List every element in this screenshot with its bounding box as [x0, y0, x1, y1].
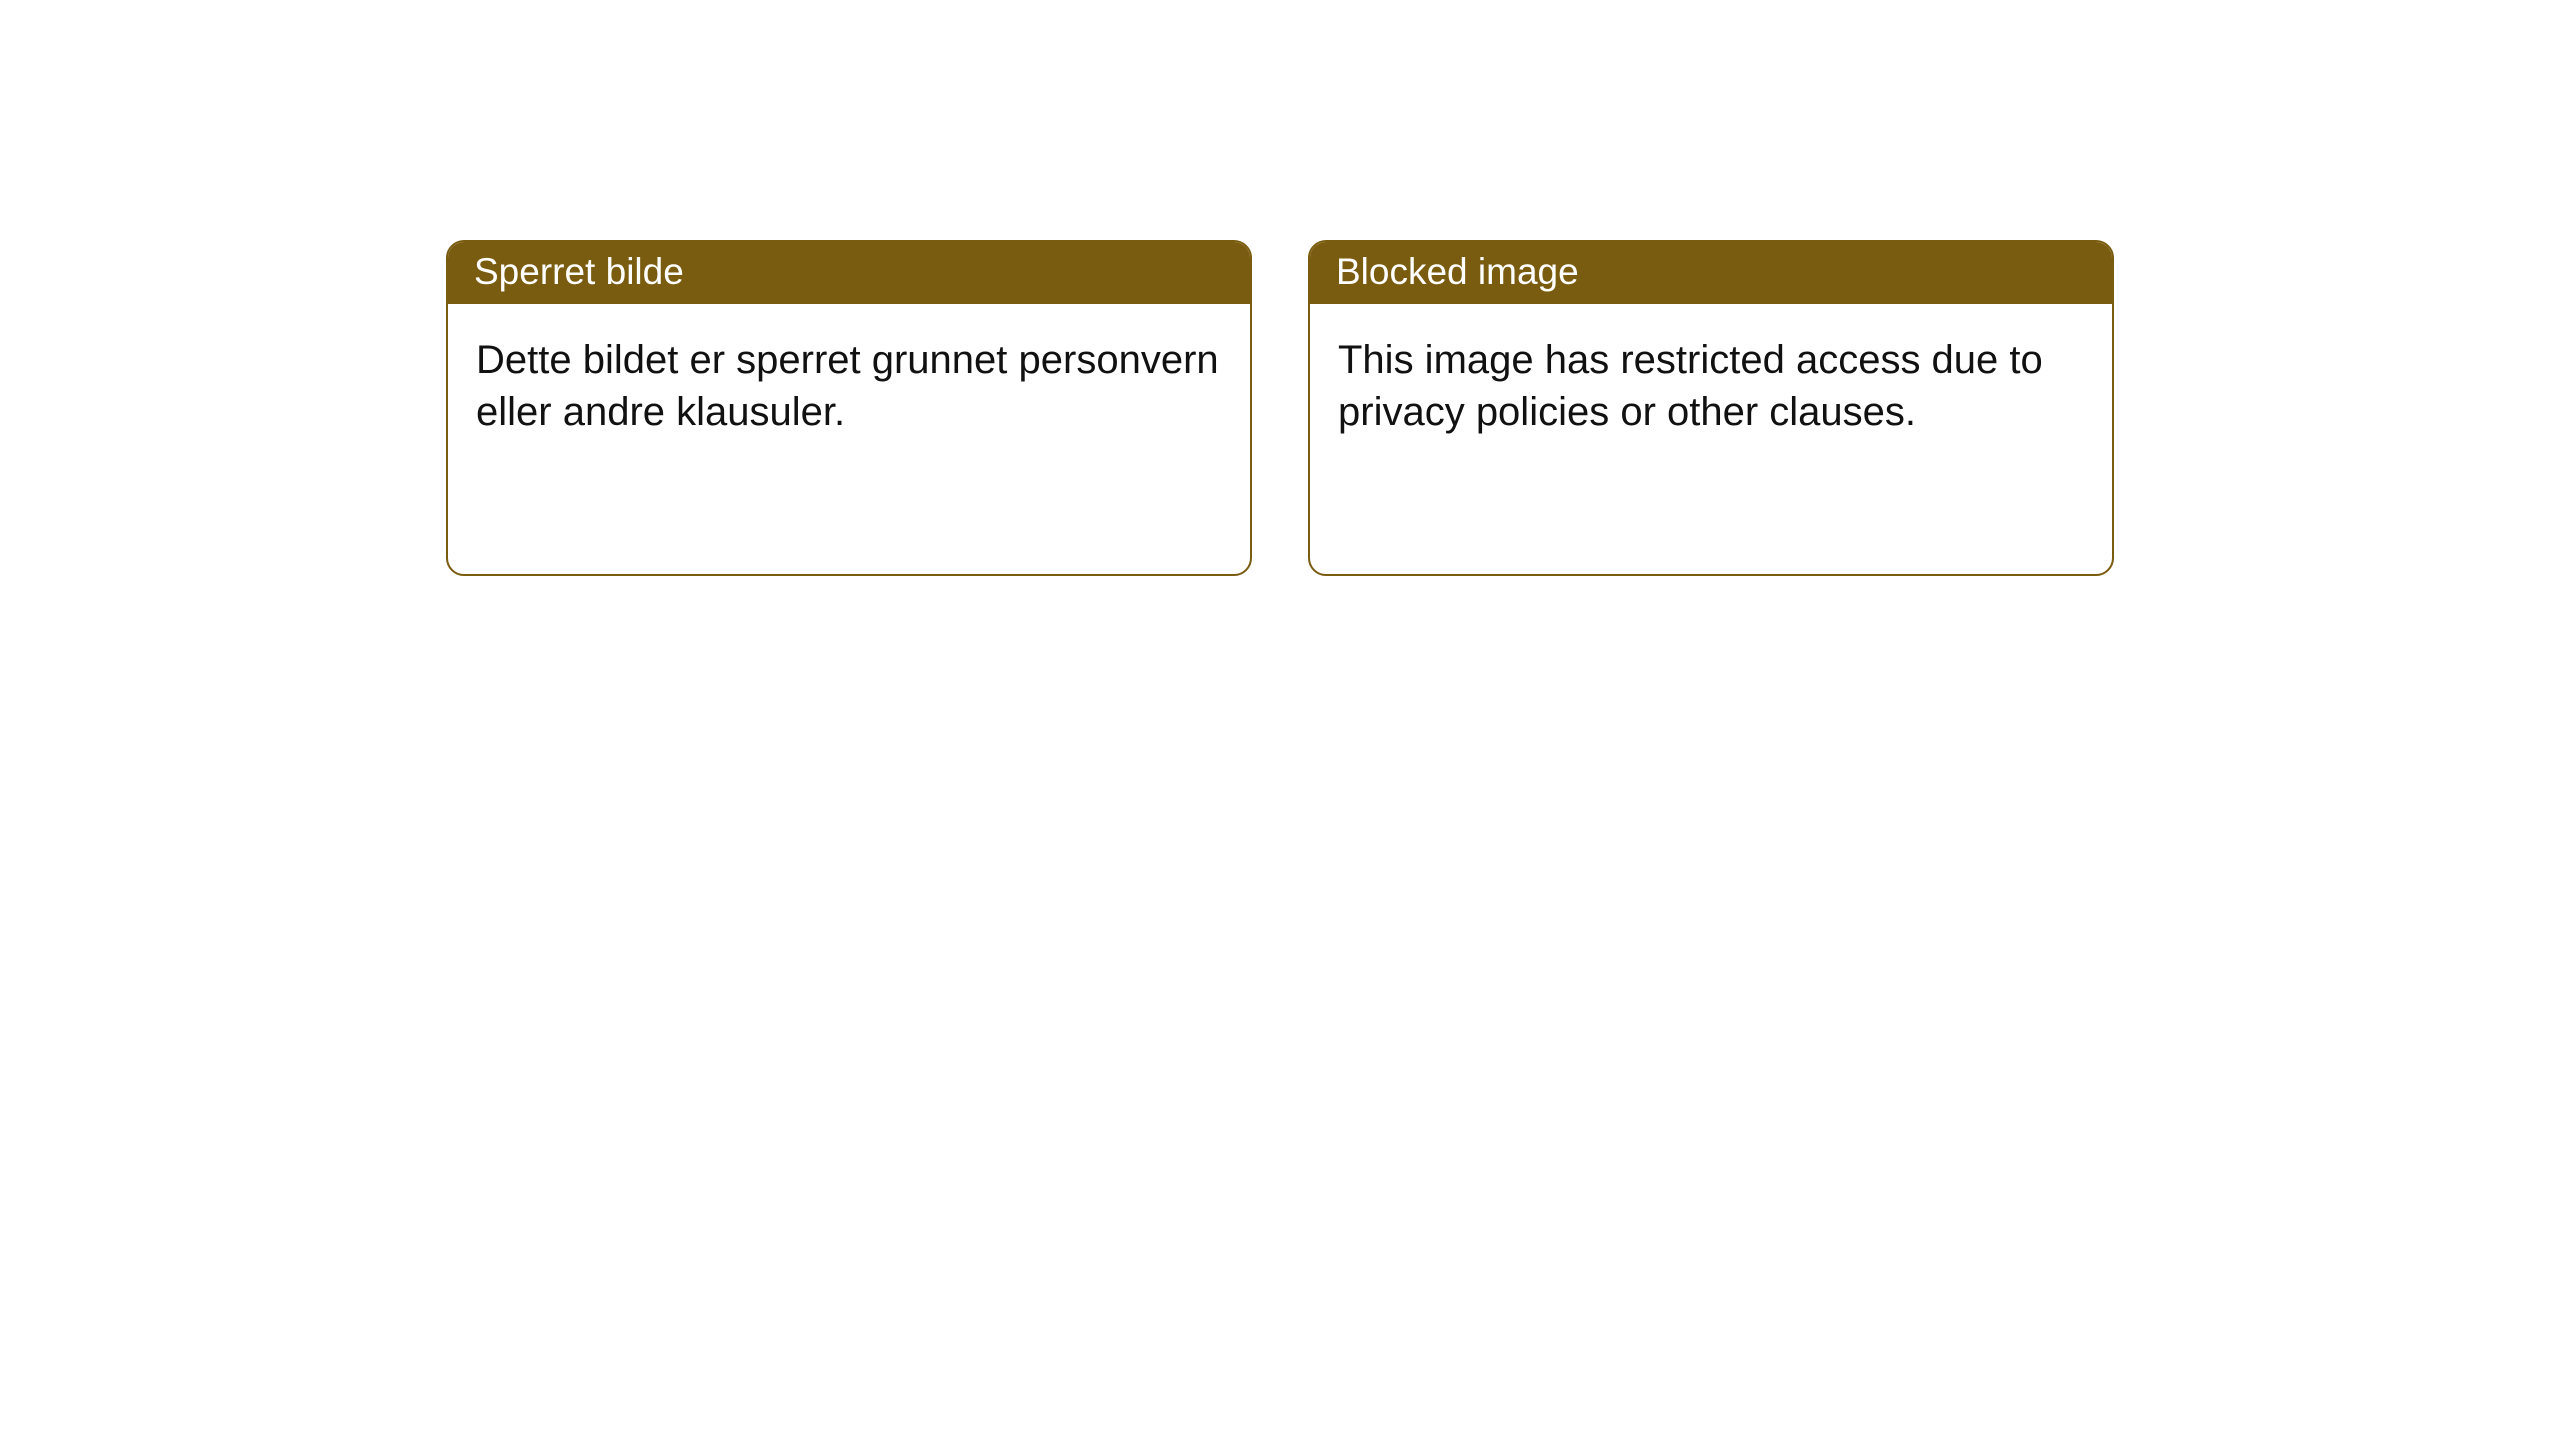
notice-container: Sperret bilde Dette bildet er sperret gr… — [446, 240, 2114, 576]
notice-body-norwegian: Dette bildet er sperret grunnet personve… — [448, 304, 1250, 468]
notice-header-norwegian: Sperret bilde — [448, 242, 1250, 304]
notice-header-english: Blocked image — [1310, 242, 2112, 304]
notice-card-english: Blocked image This image has restricted … — [1308, 240, 2114, 576]
notice-body-english: This image has restricted access due to … — [1310, 304, 2112, 468]
notice-card-norwegian: Sperret bilde Dette bildet er sperret gr… — [446, 240, 1252, 576]
